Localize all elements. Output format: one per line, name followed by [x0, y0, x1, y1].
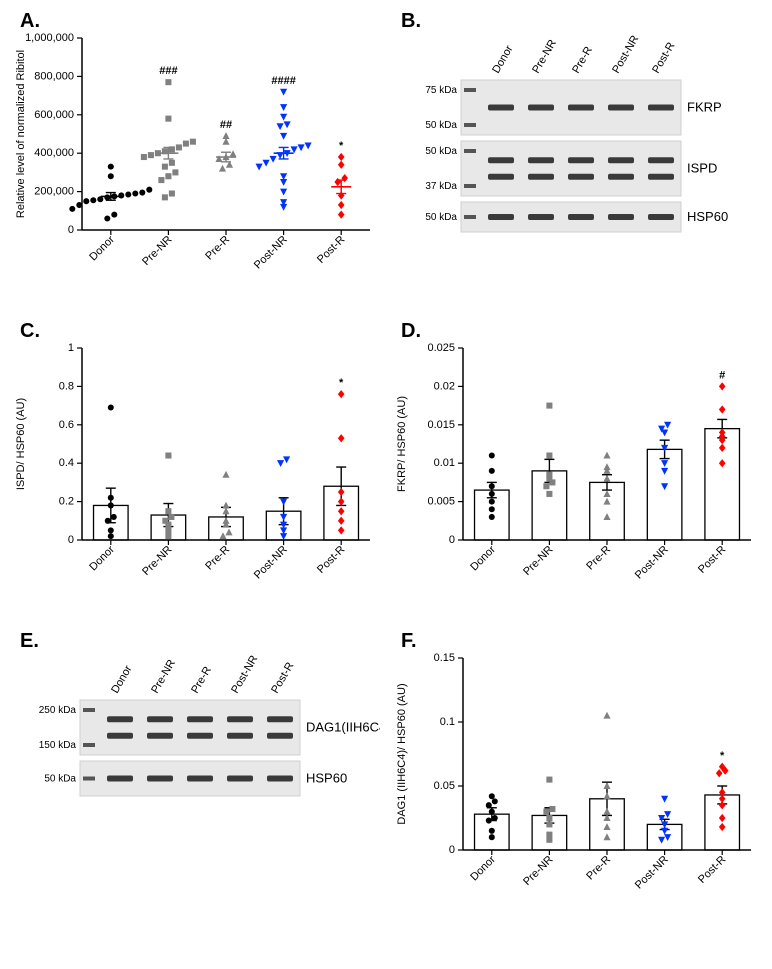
svg-text:Post-NR: Post-NR — [633, 544, 671, 582]
svg-text:Post-R: Post-R — [696, 854, 728, 886]
svg-text:250 kDa: 250 kDa — [39, 705, 77, 716]
svg-text:0.15: 0.15 — [434, 652, 455, 664]
svg-text:0.01: 0.01 — [434, 457, 455, 469]
svg-text:50 kDa: 50 kDa — [425, 120, 457, 131]
svg-text:FKRP: FKRP — [687, 100, 722, 115]
svg-text:0.2: 0.2 — [59, 496, 74, 508]
svg-text:Donor: Donor — [468, 853, 498, 883]
panel-f: F. 0 0.05 0.1 0.15 DAG1 (IIH6C4)/ HSP60 (AU)… — [391, 630, 762, 920]
svg-text:Post-R: Post-R — [315, 234, 347, 266]
svg-text:75 kDa: 75 kDa — [425, 85, 457, 96]
svg-text:50 kDa: 50 kDa — [44, 774, 76, 785]
svg-text:DAG1(IIH6C4): DAG1(IIH6C4) — [306, 720, 380, 735]
svg-text:600,000: 600,000 — [34, 109, 74, 121]
svg-text:DAG1 (IIH6C4)/ HSP60 (AU): DAG1 (IIH6C4)/ HSP60 (AU) — [396, 683, 408, 824]
svg-text:400,000: 400,000 — [34, 147, 74, 159]
blot-b: Donor Pre-NR Pre-R Post-NR Post-R 75 kDa 50 kD… — [391, 10, 761, 300]
svg-text:ISPD/ HSP60 (AU): ISPD/ HSP60 (AU) — [15, 398, 27, 490]
svg-text:0: 0 — [449, 844, 455, 856]
svg-text:Pre-NR: Pre-NR — [149, 658, 178, 696]
panel-d-label: D. — [401, 320, 421, 343]
svg-text:Relative level of normalized R: Relative level of normalized Ribitol — [15, 50, 27, 218]
panel-a-label: A. — [20, 10, 40, 33]
svg-text:Pre-R: Pre-R — [189, 665, 214, 696]
svg-text:#: # — [719, 369, 725, 381]
svg-text:50 kDa: 50 kDa — [425, 146, 457, 157]
svg-text:Post-R: Post-R — [696, 544, 728, 576]
panel-b: B. Donor Pre-NR Pre-R Post-NR Post-R 75 kDa 50… — [391, 10, 762, 300]
svg-text:Pre-NR: Pre-NR — [530, 38, 559, 76]
svg-text:0.4: 0.4 — [59, 457, 74, 469]
svg-text:0.6: 0.6 — [59, 419, 74, 431]
svg-text:Post-NR: Post-NR — [633, 854, 671, 892]
svg-text:Pre-R: Pre-R — [584, 854, 613, 883]
panel-f-label: F. — [401, 630, 417, 653]
svg-text:0.025: 0.025 — [427, 342, 455, 354]
svg-text:Post-NR: Post-NR — [252, 234, 290, 272]
chart-c: 0 0.2 0.4 0.6 0.8 1 ISPD/ HSP60 (AU) Donor Pre-N… — [10, 320, 380, 610]
svg-text:Pre-NR: Pre-NR — [521, 544, 555, 578]
svg-text:##: ## — [220, 119, 232, 131]
svg-text:FKRP/ HSP60 (AU): FKRP/ HSP60 (AU) — [396, 396, 408, 492]
blot-e: Donor Pre-NR Pre-R Post-NR Post-R 250 kDa 150 … — [10, 630, 380, 920]
svg-text:Donor: Donor — [87, 543, 117, 573]
panel-b-label: B. — [401, 10, 421, 33]
svg-text:0: 0 — [68, 224, 74, 236]
svg-text:Donor: Donor — [490, 43, 516, 75]
svg-text:200,000: 200,000 — [34, 186, 74, 198]
svg-text:0.1: 0.1 — [440, 716, 455, 728]
panel-d: D. 0 0.005 0.01 0.015 0.02 0.025 FKRP/ HSP60 (… — [391, 320, 762, 610]
svg-text:####: #### — [271, 75, 295, 87]
svg-text:Post-R: Post-R — [650, 40, 677, 75]
svg-text:Pre-NR: Pre-NR — [140, 234, 174, 268]
panel-a: A. 0 200,000 400,000 600,000 800,000 1,000,00… — [10, 10, 381, 300]
svg-text:ISPD: ISPD — [687, 161, 717, 176]
svg-text:*: * — [720, 750, 725, 762]
svg-text:0.05: 0.05 — [434, 780, 455, 792]
svg-text:37 kDa: 37 kDa — [425, 181, 457, 192]
svg-text:1: 1 — [68, 342, 74, 354]
svg-text:Pre-NR: Pre-NR — [521, 854, 555, 888]
svg-text:Donor: Donor — [109, 663, 135, 695]
svg-text:*: * — [339, 377, 344, 389]
chart-f: 0 0.05 0.1 0.15 DAG1 (IIH6C4)/ HSP60 (AU) Don… — [391, 630, 761, 920]
svg-text:HSP60: HSP60 — [306, 771, 347, 786]
svg-text:Post-R: Post-R — [269, 660, 296, 695]
figure-grid: A. 0 200,000 400,000 600,000 800,000 1,000,00… — [10, 10, 762, 920]
panel-c: C. 0 0.2 0.4 0.6 0.8 1 ISPD/ HSP60 (AU) Donor Pr… — [10, 320, 381, 610]
svg-text:0: 0 — [449, 534, 455, 546]
svg-text:Post-NR: Post-NR — [610, 33, 641, 75]
svg-text:Pre-R: Pre-R — [203, 234, 232, 263]
svg-text:Pre-R: Pre-R — [584, 544, 613, 573]
chart-a: 0 200,000 400,000 600,000 800,000 1,000,000 Re… — [10, 10, 380, 300]
svg-text:50 kDa: 50 kDa — [425, 212, 457, 223]
svg-text:HSP60: HSP60 — [687, 209, 728, 224]
panel-e: E. Donor Pre-NR Pre-R Post-NR Post-R 250 kDa 1… — [10, 630, 381, 920]
svg-text:Post-R: Post-R — [315, 544, 347, 576]
svg-text:1,000,000: 1,000,000 — [25, 32, 74, 44]
svg-text:Post-NR: Post-NR — [252, 544, 290, 582]
chart-d: 0 0.005 0.01 0.015 0.02 0.025 FKRP/ HSP60 (AU)… — [391, 320, 761, 610]
svg-text:*: * — [339, 140, 344, 152]
panel-e-label: E. — [20, 630, 39, 653]
svg-text:Post-NR: Post-NR — [229, 653, 260, 695]
svg-text:0: 0 — [68, 534, 74, 546]
svg-text:Pre-NR: Pre-NR — [140, 544, 174, 578]
svg-text:800,000: 800,000 — [34, 70, 74, 82]
svg-text:0.8: 0.8 — [59, 380, 74, 392]
svg-text:Donor: Donor — [87, 233, 117, 263]
svg-text:150 kDa: 150 kDa — [39, 740, 77, 751]
svg-text:Donor: Donor — [468, 543, 498, 573]
svg-text:###: ### — [159, 65, 177, 77]
svg-text:Pre-R: Pre-R — [203, 544, 232, 573]
svg-text:0.015: 0.015 — [427, 419, 455, 431]
panel-c-label: C. — [20, 320, 40, 343]
svg-text:0.005: 0.005 — [427, 496, 455, 508]
svg-text:Pre-R: Pre-R — [570, 45, 595, 76]
svg-text:0.02: 0.02 — [434, 380, 455, 392]
